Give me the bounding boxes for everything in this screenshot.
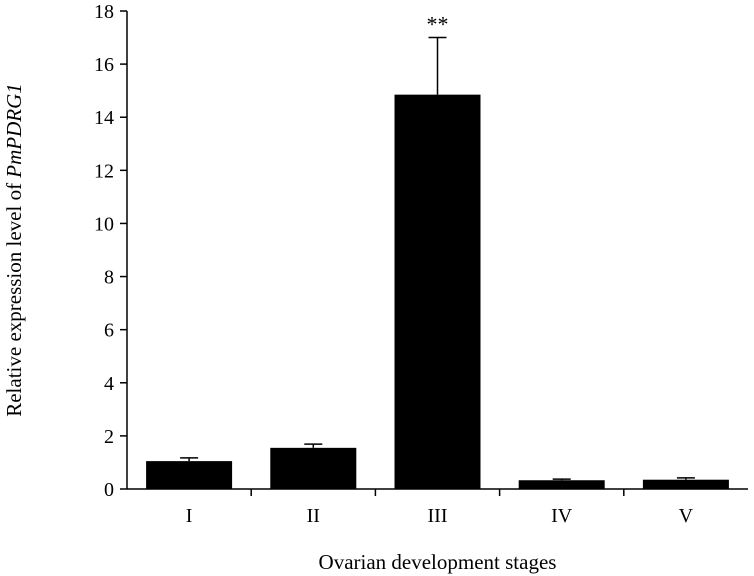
annotations-group: ** [427,12,449,37]
y-tick-label: 4 [104,373,114,395]
y-tick-label: 6 [104,320,114,342]
y-tick-label: 14 [94,107,114,129]
error-bars-group [180,36,695,481]
y-tick-label: 18 [94,1,114,23]
x-tick-label-V: V [679,505,694,527]
x-tick-label-II: II [307,505,320,527]
y-tick-label: 12 [94,160,114,182]
x-ticks-group: I II III IV V [186,489,694,527]
bar-II [270,447,357,489]
bars-group [146,94,729,490]
x-tick-label-III: III [428,505,448,527]
x-tick-label-IV: IV [551,505,573,527]
y-tick-label: 0 [104,479,114,501]
y-tick-label: 10 [94,213,114,235]
y-axis-title: Relative expression level of PmPDRG1 [2,83,26,417]
y-axis-title-prefix: Relative expression level of [2,178,26,417]
y-tick-label: 16 [94,54,114,76]
y-axis-title-gene: PmPDRG1 [2,83,26,178]
y-tick-label: 8 [104,267,114,289]
y-ticks-group: 0 2 4 6 8 10 12 14 16 18 [94,1,127,501]
bar-IV [518,480,605,489]
bar-V [642,479,729,489]
significance-label: ** [427,12,449,37]
x-tick-label-I: I [186,505,193,527]
bar-I [146,461,233,489]
x-axis-title: Ovarian development stages [319,550,557,574]
bar-III [394,94,481,490]
y-tick-label: 2 [104,426,114,448]
